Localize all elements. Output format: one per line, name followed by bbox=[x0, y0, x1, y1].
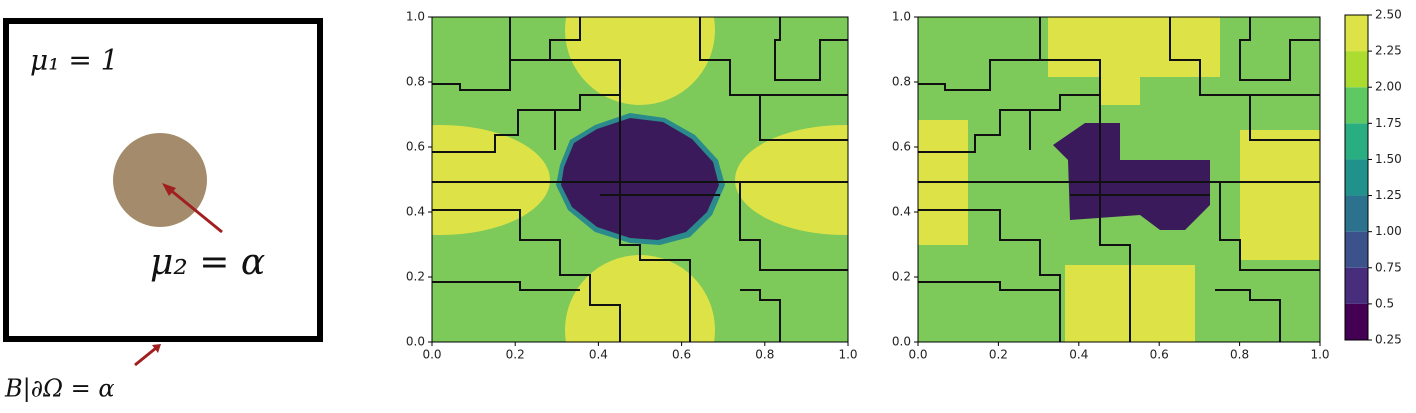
y-tick-label: 0.0 bbox=[892, 335, 911, 349]
colorbar-tick-label: 1.25 bbox=[1375, 188, 1402, 202]
x-tick-label: 0.2 bbox=[506, 348, 525, 362]
colorbar-frame bbox=[1344, 14, 1369, 341]
x-tick-label: 0.4 bbox=[589, 348, 608, 362]
colorbar-tick-label: 1.50 bbox=[1375, 152, 1402, 166]
colorbar-band bbox=[1345, 123, 1368, 160]
y-tick-label: 0.2 bbox=[406, 270, 425, 284]
colorbar-band bbox=[1345, 303, 1368, 340]
y-tick-label: 0.8 bbox=[406, 75, 425, 89]
colorbar-tick-label: 2.25 bbox=[1375, 44, 1402, 58]
x-tick-label: 1.0 bbox=[1310, 348, 1329, 362]
colorbar-tick-label: 2.00 bbox=[1375, 80, 1402, 94]
colorbar-tick-label: 0.5 bbox=[1375, 296, 1394, 310]
y-tick-label: 0.0 bbox=[406, 335, 425, 349]
arrow bbox=[167, 186, 223, 234]
colorbar-tick-label: 0.25 bbox=[1375, 333, 1402, 347]
mu1-label: μ₁ = 1 bbox=[30, 44, 119, 77]
x-tick-label: 0.2 bbox=[989, 348, 1008, 362]
field-1 bbox=[432, 17, 848, 342]
y-tick-label: 0.4 bbox=[406, 205, 425, 219]
colorbar-band bbox=[1345, 15, 1368, 52]
y-tick-label: 0.8 bbox=[892, 75, 911, 89]
colorbar-tick-label: 2.50 bbox=[1375, 8, 1402, 22]
x-tick-label: 0.6 bbox=[1150, 348, 1169, 362]
x-tick-label: 0.6 bbox=[672, 348, 691, 362]
arrow-head bbox=[162, 183, 176, 196]
arrow bbox=[134, 346, 157, 367]
x-tick-label: 0.8 bbox=[1230, 348, 1249, 362]
inclusion bbox=[113, 133, 207, 227]
y-tick-label: 0.6 bbox=[406, 140, 425, 154]
y-tick-label: 1.0 bbox=[892, 10, 911, 24]
plot-frame bbox=[917, 16, 1321, 343]
plot-frame bbox=[431, 16, 849, 343]
x-tick-label: 0.4 bbox=[1069, 348, 1088, 362]
boundary-label: B|∂Ω = α bbox=[4, 375, 115, 404]
colorbar-band bbox=[1345, 195, 1368, 232]
mu2-label: μ₂ = α bbox=[150, 242, 265, 283]
y-tick-label: 0.6 bbox=[892, 140, 911, 154]
colorbar-tick-label: 1.00 bbox=[1375, 224, 1402, 238]
colorbar-tick-label: 1.75 bbox=[1375, 116, 1402, 130]
colorbar-tick-label: 0.75 bbox=[1375, 260, 1402, 274]
colorbar-band bbox=[1345, 267, 1368, 304]
y-tick-label: 0.4 bbox=[892, 205, 911, 219]
colorbar-band bbox=[1345, 87, 1368, 124]
field-2 bbox=[918, 17, 1320, 342]
x-tick-label: 0.0 bbox=[908, 348, 927, 362]
x-tick-label: 0.0 bbox=[422, 348, 441, 362]
y-tick-label: 1.0 bbox=[406, 10, 425, 24]
colorbar-band bbox=[1345, 51, 1368, 88]
arrow-head bbox=[152, 344, 161, 353]
y-tick-label: 0.2 bbox=[892, 270, 911, 284]
colorbar-band bbox=[1345, 159, 1368, 196]
x-tick-label: 0.8 bbox=[755, 348, 774, 362]
x-tick-label: 1.0 bbox=[838, 348, 857, 362]
colorbar-band bbox=[1345, 231, 1368, 268]
